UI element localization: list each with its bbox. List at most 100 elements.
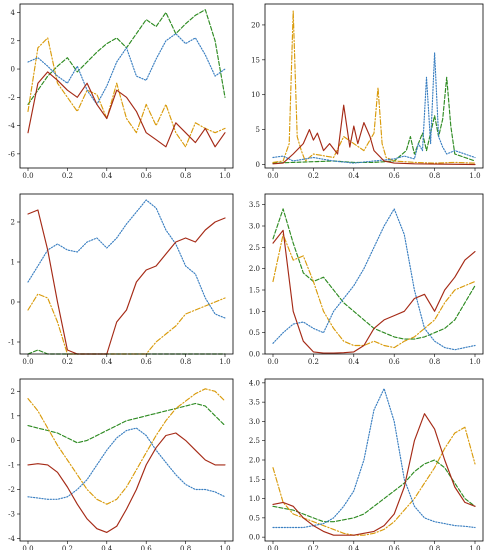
series-line-blue [272,388,476,529]
series-line-red [27,71,226,148]
series-line-blue [27,33,226,105]
x-tick-label: 0.0 [22,358,33,366]
series-line-orange [27,388,226,505]
series-line-red [272,413,476,536]
y-tick-label: 1 [11,259,15,267]
y-tick-label: 2.0 [249,457,260,465]
plot-frame [19,3,234,169]
y-tick-label: 2.0 [249,265,260,273]
plot-frame [19,193,234,355]
series-line-blue [272,52,476,164]
series-line-red [272,104,476,166]
y-tick-label: -4 [8,122,15,130]
y-tick-label: -6 [8,150,15,158]
series-line-green [27,9,226,105]
y-tick-label: 0.5 [249,329,260,337]
y-tick-label: 4 [11,9,16,17]
chart-panel-2: 0.0 0.2 0.4 0.6 0.8 1.0 0 5 10 15 20 [251,3,484,180]
y-tick-label: 2 [11,219,15,227]
x-tick-label: 0.2 [308,545,319,550]
x-tick-label: 0.4 [348,358,360,366]
y-tick-label: 3.0 [249,223,260,231]
series-line-blue [27,199,226,319]
y-tick-label: 0.0 [249,534,260,542]
y-tick-label: 1.0 [249,308,260,316]
y-tick-label: 1.5 [249,287,260,295]
x-tick-label: 0.2 [62,358,73,366]
x-tick-label: 0.8 [429,358,440,366]
x-tick-label: 0.4 [101,172,113,180]
x-tick-label: 1.0 [219,545,230,550]
plot-frame [264,378,484,542]
x-tick-label: 0.6 [389,545,401,550]
series-line-orange [272,426,476,536]
y-tick-label: -2 [8,486,15,494]
x-tick-label: 1.0 [219,172,230,180]
x-tick-label: 0.0 [267,358,278,366]
y-tick-label: 0.0 [249,351,260,359]
series-line-red [27,432,226,533]
x-tick-label: 0.2 [62,545,73,550]
y-tick-label: 20 [251,21,260,29]
y-tick-label: 2 [11,388,15,396]
y-tick-label: -4 [8,535,15,543]
y-tick-label: 1.0 [249,495,260,503]
x-tick-label: 0.6 [141,545,153,550]
plot-frame [19,378,234,542]
y-tick-label: 0 [11,66,15,74]
x-tick-label: 0.6 [389,358,401,366]
x-tick-label: 0.4 [348,545,360,550]
x-tick-label: 0.0 [22,172,33,180]
chart-panel-5: 0.0 0.2 0.4 0.6 0.8 1.0 -4 -3 -2 -1 0 1 2 [8,378,234,550]
y-tick-label: -3 [8,511,15,519]
y-tick-label: 2 [11,37,15,45]
y-tick-label: -2 [8,94,15,102]
y-tick-label: 1 [11,412,15,420]
x-tick-label: 0.8 [180,172,191,180]
series-line-green [272,459,476,523]
x-tick-label: 0.2 [308,358,319,366]
x-tick-label: 1.0 [469,358,480,366]
chart-panel-6: 0.0 0.2 0.4 0.6 0.8 1.0 0.0 0.5 1.0 1.5 2.0 2.5 3.0 3… [249,378,484,550]
x-tick-label: 0.2 [308,172,319,180]
y-tick-label: 15 [251,56,260,64]
y-tick-label: 10 [251,91,260,99]
y-tick-label: -1 [8,339,15,347]
x-tick-label: 0.4 [101,545,113,550]
x-tick-label: 1.0 [469,545,480,550]
series-line-orange [27,37,226,148]
y-tick-label: -1 [8,461,15,469]
series-line-green [27,402,226,444]
chart-panel-3: 0.0 0.2 0.4 0.6 0.8 1.0 -1 0 1 2 [8,193,234,366]
series-line-red [27,209,226,355]
y-tick-label: 2.5 [249,244,260,252]
x-tick-label: 0.0 [267,172,278,180]
x-tick-label: 0.6 [141,172,153,180]
series-line-orange [272,233,476,349]
x-tick-label: 0.4 [101,358,113,366]
y-tick-label: 0 [11,299,15,307]
y-tick-label: 4.0 [249,379,260,387]
chart-panel-4: 0.0 0.2 0.4 0.6 0.8 1.0 0.0 0.5 1.0 1.5 2.0 2.5 3.0 3… [249,193,484,366]
plot-frame [264,3,484,169]
chart-panel-1: 0.0 0.2 0.4 0.6 0.8 1.0 -6 -4 -2 0 2 4 [8,3,234,180]
plot-frame [264,193,484,355]
x-tick-label: 0.4 [348,172,360,180]
x-tick-label: 0.8 [180,358,191,366]
series-line-blue [27,427,226,500]
y-tick-label: 1.5 [249,476,260,484]
series-line-green [27,349,226,355]
series-line-orange [272,10,476,164]
x-tick-label: 0.0 [22,545,33,550]
series-line-green [272,208,476,340]
y-tick-label: 5 [256,126,260,134]
x-tick-label: 1.0 [219,358,230,366]
x-tick-label: 0.0 [267,545,278,550]
x-tick-label: 0.8 [429,545,440,550]
series-line-red [272,229,476,354]
y-tick-label: 3.5 [249,201,260,209]
x-tick-label: 0.6 [141,358,153,366]
y-tick-label: 0.5 [249,514,260,522]
y-tick-label: 0 [256,161,260,169]
